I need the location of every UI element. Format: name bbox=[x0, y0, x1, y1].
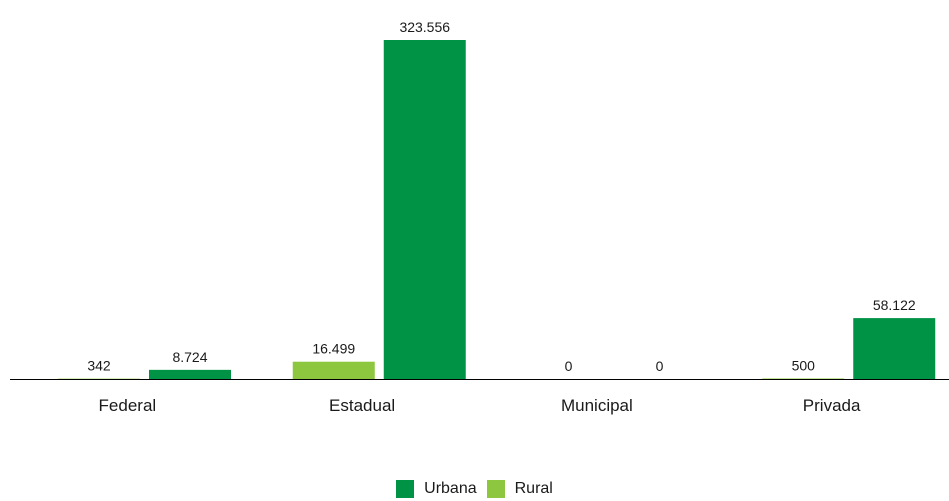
x-tick-labels-group: Federal Estadual Municipal Privada bbox=[99, 396, 861, 415]
data-label-privada-urbana: 58.122 bbox=[873, 297, 916, 313]
bar-privada-urbana bbox=[853, 318, 936, 379]
legend-label-urbana: Urbana bbox=[424, 480, 477, 497]
x-tick-label-estadual: Estadual bbox=[329, 396, 395, 415]
legend-swatch-urbana bbox=[396, 480, 415, 498]
data-label-municipal-rural: 0 bbox=[565, 358, 573, 374]
x-tick-label-municipal: Municipal bbox=[561, 396, 633, 415]
data-label-estadual-urbana: 323.556 bbox=[399, 19, 450, 35]
bar-federal-urbana bbox=[149, 369, 231, 379]
legend-item-urbana: Urbana bbox=[396, 480, 477, 498]
data-label-privada-rural: 500 bbox=[792, 357, 816, 373]
bar-privada-rural bbox=[762, 378, 845, 379]
bar-estadual-rural bbox=[292, 361, 375, 379]
x-tick-label-federal: Federal bbox=[99, 396, 157, 415]
bar-estadual-urbana bbox=[383, 40, 466, 379]
bars-group bbox=[58, 40, 936, 379]
data-label-municipal-urbana: 0 bbox=[656, 358, 664, 374]
data-label-estadual-rural: 16.499 bbox=[312, 341, 355, 357]
legend-swatch-rural bbox=[486, 480, 505, 498]
data-label-federal-urbana: 8.724 bbox=[172, 349, 207, 365]
legend-label-rural: Rural bbox=[514, 480, 553, 497]
data-labels-group: 342 8.724 16.499 323.556 0 0 500 58.122 bbox=[87, 19, 916, 374]
x-tick-label-privada: Privada bbox=[803, 396, 861, 415]
legend: Urbana Rural bbox=[0, 480, 949, 498]
data-label-federal-rural: 342 bbox=[87, 358, 111, 374]
legend-item-rural: Rural bbox=[486, 480, 553, 498]
